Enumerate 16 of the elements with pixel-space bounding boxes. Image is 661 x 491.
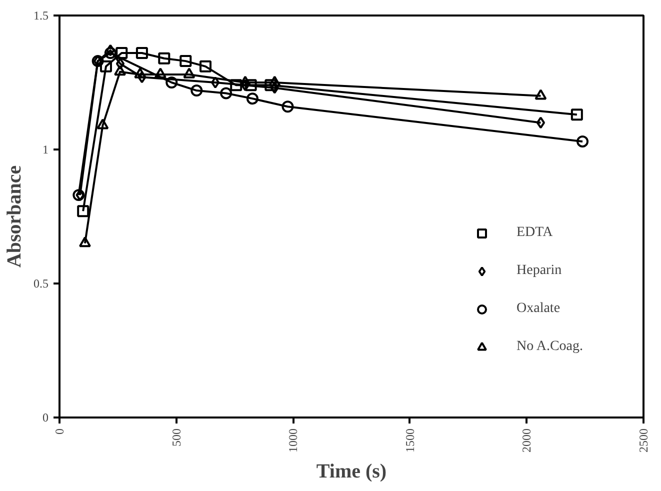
y-tick-label: 1.5 [34,8,48,22]
x-tick-label: 1000 [286,428,300,452]
x-axis-title: Time (s) [316,460,387,482]
legend-label: No A.Coag. [516,339,583,355]
legend-label: EDTA [516,225,553,241]
y-tick-label: 1 [42,142,48,156]
x-tick-label: 2000 [520,428,534,452]
x-tick-label: 500 [169,428,184,446]
y-axis-title: Absorbance [4,165,26,268]
x-tick-label: 0 [52,428,66,434]
x-tick-label: 1500 [402,428,417,452]
y-tick-label: 0 [42,410,48,424]
y-tick-label: 0.5 [34,276,48,290]
legend-label: Heparin [516,263,562,279]
x-tick-label: 2500 [636,428,650,452]
legend-label: Oxalate [516,301,560,317]
